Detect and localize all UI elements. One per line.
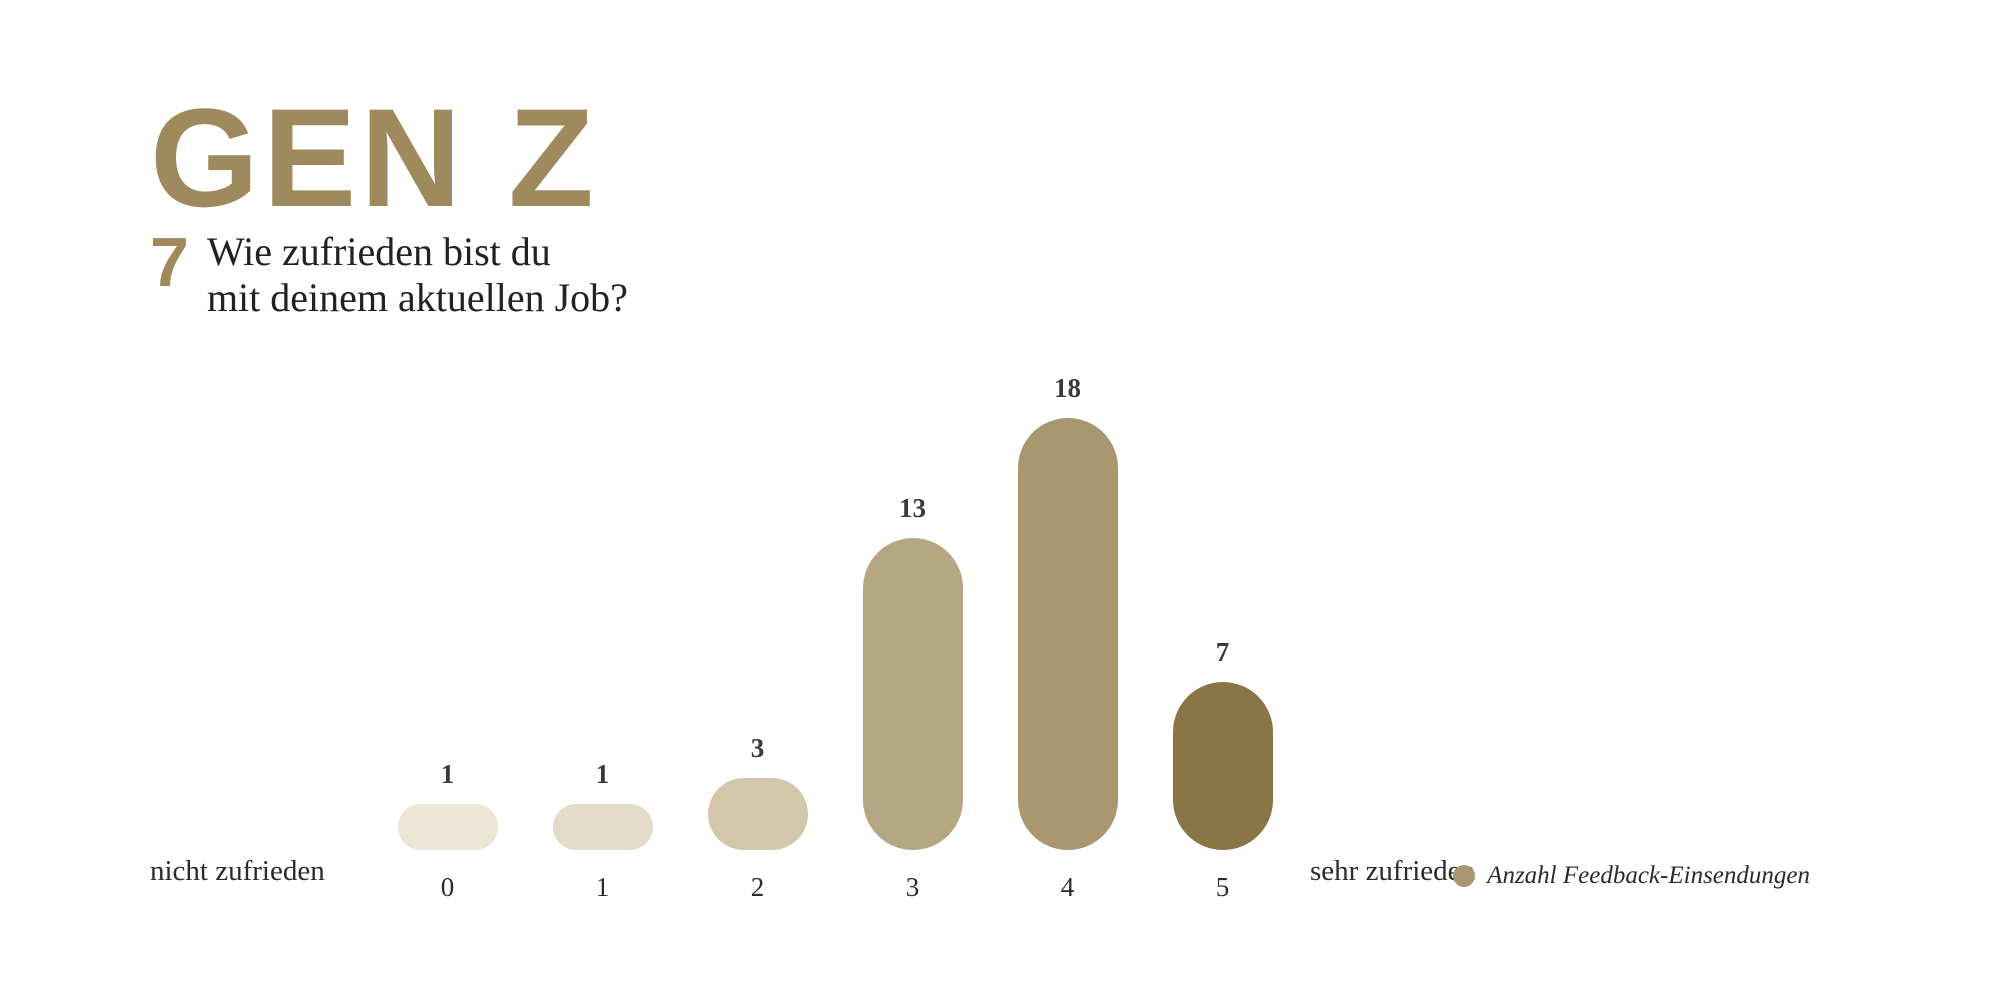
question-number: 7 (150, 229, 189, 296)
bar-value-label: 3 (751, 733, 765, 764)
axis-left-label: nicht zufrieden (150, 855, 325, 888)
bar-col-5: 75 (1145, 637, 1300, 850)
bar-value-label: 13 (899, 493, 926, 524)
question-line-2: mit deinem aktuellen Job? (207, 275, 628, 321)
title-block: GEN Z 7 Wie zufrieden bist du mit deinem… (150, 95, 628, 321)
bar-col-1: 11 (525, 759, 680, 850)
x-category-label: 3 (835, 872, 990, 903)
bar (553, 804, 653, 850)
legend: Anzahl Feedback-Einsendungen (1453, 862, 1810, 890)
x-category-label: 2 (680, 872, 835, 903)
x-category-label: 4 (990, 872, 1145, 903)
x-category-label: 0 (370, 872, 525, 903)
bar-col-4: 184 (990, 373, 1145, 850)
bar-value-label: 1 (441, 759, 455, 790)
chart-title: GEN Z (150, 95, 628, 221)
question-text: Wie zufrieden bist du mit deinem aktuell… (207, 229, 628, 321)
bar (1018, 418, 1118, 850)
bar-value-label: 18 (1054, 373, 1081, 404)
bar (398, 804, 498, 850)
question-row: 7 Wie zufrieden bist du mit deinem aktue… (150, 229, 628, 321)
bar (708, 778, 808, 850)
question-line-1: Wie zufrieden bist du (207, 229, 628, 275)
bar-chart: nicht zufrieden 10113213318475 sehr zufr… (150, 350, 1850, 950)
page: GEN Z 7 Wie zufrieden bist du mit deinem… (0, 0, 2000, 1000)
bar-col-3: 133 (835, 493, 990, 850)
bar-col-2: 32 (680, 733, 835, 850)
bar-value-label: 7 (1216, 637, 1230, 668)
legend-text: Anzahl Feedback-Einsendungen (1487, 862, 1810, 890)
bar (1173, 682, 1273, 850)
bar-value-label: 1 (596, 759, 610, 790)
legend-dot-icon (1453, 865, 1475, 887)
x-category-label: 5 (1145, 872, 1300, 903)
bar (863, 538, 963, 850)
x-category-label: 1 (525, 872, 680, 903)
bar-col-0: 10 (370, 759, 525, 850)
chart-plot-area: 10113213318475 (370, 390, 1310, 850)
axis-right-label: sehr zufrieden (1310, 855, 1475, 888)
